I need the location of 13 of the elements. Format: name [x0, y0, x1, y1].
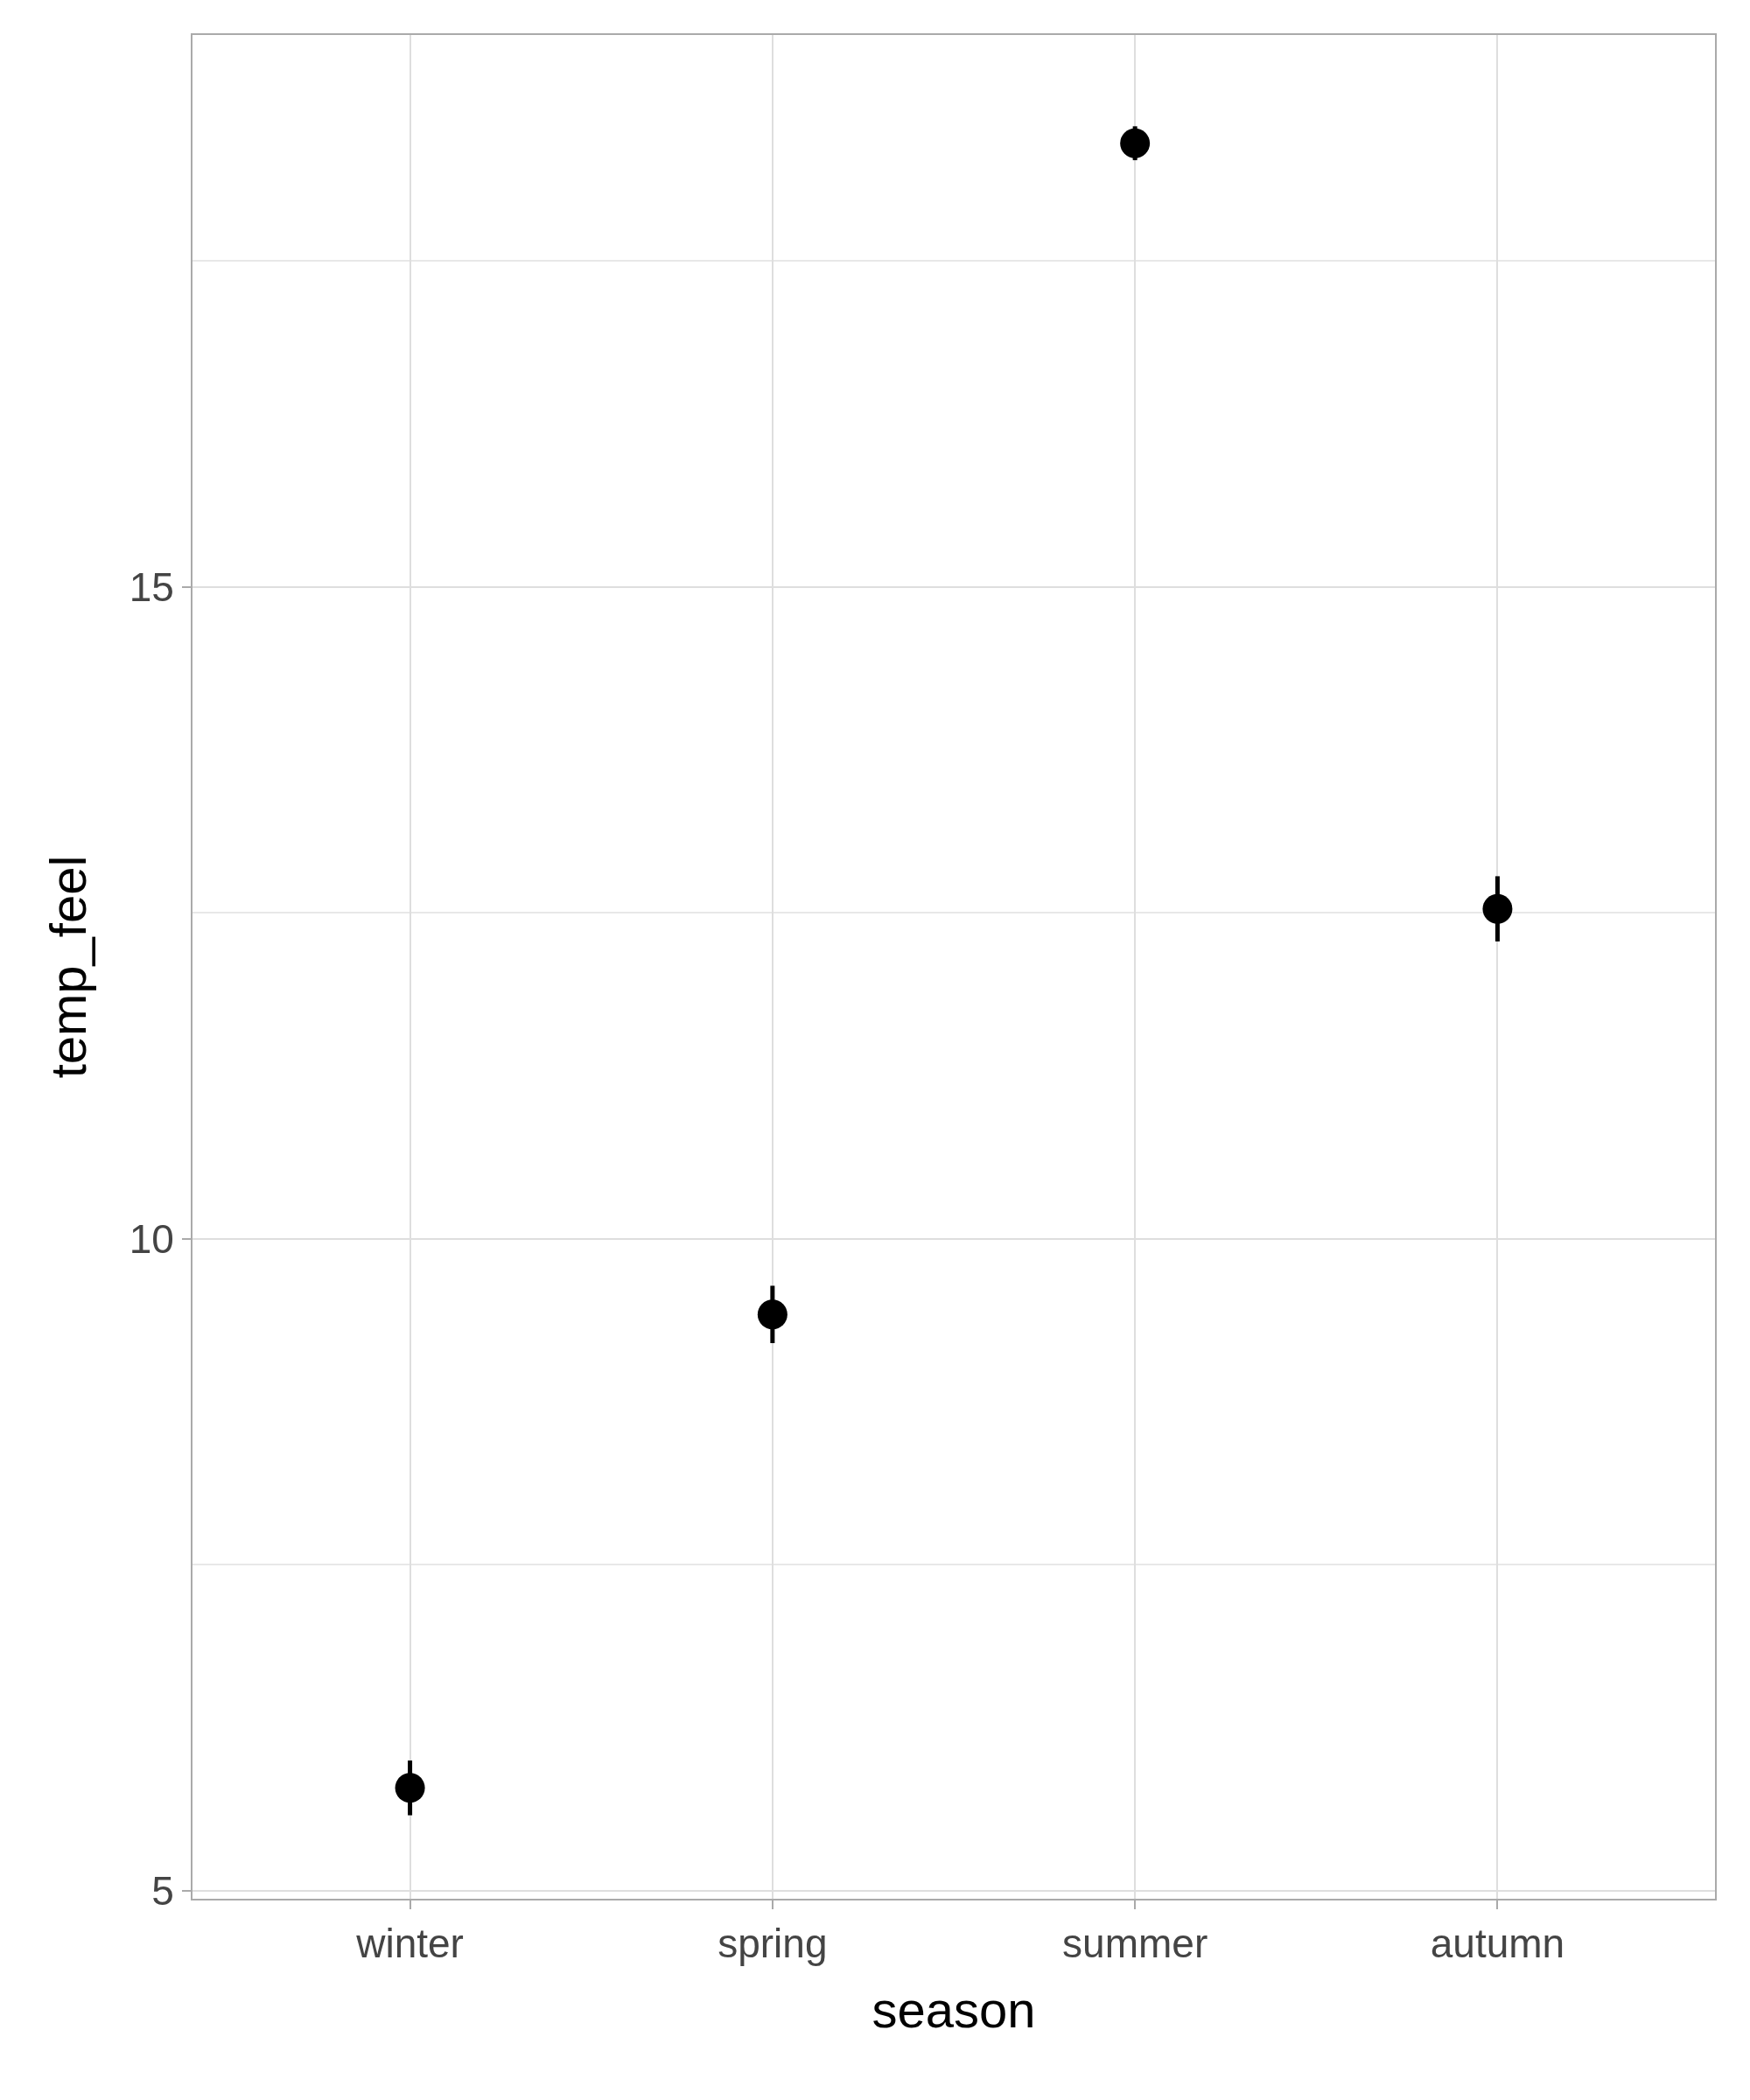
x-tick-label: summer [1062, 1921, 1208, 1967]
y-tick-label: 10 [129, 1215, 174, 1262]
point [1482, 893, 1513, 924]
point [757, 1299, 788, 1330]
x-tick-label: spring [718, 1921, 828, 1967]
x-tick-label: winter [355, 1921, 464, 1967]
point [1120, 128, 1151, 158]
x-axis-title: season [872, 1980, 1036, 2038]
x-tick-label: autumn [1430, 1921, 1565, 1967]
y-tick-label: 15 [129, 564, 174, 610]
y-tick-label: 5 [151, 1868, 174, 1914]
point [395, 1773, 425, 1803]
y-axis-title: temp_feel [39, 855, 97, 1079]
